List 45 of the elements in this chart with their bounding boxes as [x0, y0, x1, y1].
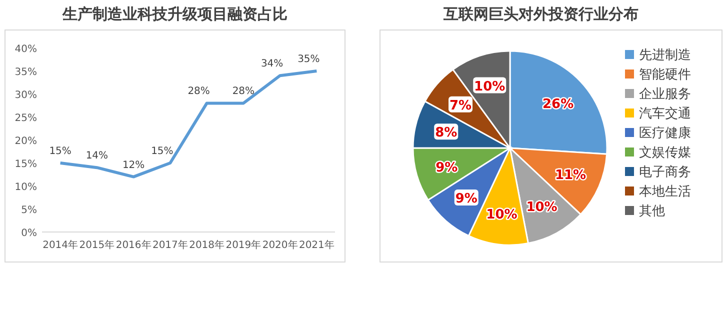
legend-label: 先进制造 — [639, 48, 691, 63]
data-label: 9% — [455, 191, 478, 206]
data-label: 10% — [526, 200, 558, 215]
data-label: 34% — [260, 58, 284, 70]
data-label: 11% — [554, 168, 586, 184]
legend-label: 电子商务 — [639, 165, 691, 180]
legend-label: 智能硬件 — [639, 68, 691, 82]
legend-label: 其他 — [639, 204, 665, 219]
data-label: 35% — [298, 54, 320, 65]
x-tick-label: 2015年 — [79, 239, 115, 251]
y-tick-label: 5% — [21, 205, 37, 216]
data-label: 12% — [122, 160, 145, 171]
data-label: 15% — [151, 146, 174, 157]
data-label: 8% — [435, 126, 458, 141]
legend-label: 本地生活 — [639, 184, 691, 200]
x-tick-label: 2016年 — [116, 239, 152, 251]
legend-label: 企业服务 — [639, 87, 691, 102]
data-label: 26% — [542, 96, 574, 112]
y-tick-label: 15% — [14, 159, 37, 170]
data-label: 10% — [474, 79, 506, 94]
y-tick-label: 30% — [14, 90, 37, 101]
data-label: 9% — [436, 160, 458, 176]
legend-label: 汽车交通 — [639, 106, 691, 122]
data-label: 15% — [49, 146, 72, 157]
y-tick-label: 40% — [14, 44, 37, 55]
data-label: 28% — [188, 86, 210, 98]
x-tick-label: 2018年 — [189, 239, 225, 251]
legend-label: 文娱传媒 — [639, 146, 691, 160]
x-tick-label: 2019年 — [226, 239, 262, 251]
x-tick-label: 2014年 — [42, 239, 78, 251]
y-tick-label: 20% — [14, 136, 37, 147]
data-label: 10% — [486, 207, 518, 222]
x-tick-label: 2017年 — [152, 239, 188, 251]
x-tick-label: 2021年 — [298, 239, 334, 251]
y-tick-label: 10% — [14, 182, 37, 193]
chart-title: 生产制造业科技升级项目融资占比 — [62, 5, 288, 23]
x-tick-label: 2020年 — [262, 239, 298, 251]
data-label: 14% — [86, 150, 108, 162]
data-label: 28% — [232, 86, 255, 98]
y-tick-label: 0% — [21, 228, 37, 239]
chart-title: 互联网巨头对外投资行业分布 — [442, 5, 638, 23]
legend-label: 医疗健康 — [639, 126, 691, 141]
data-label: 7% — [449, 98, 472, 114]
y-tick-label: 35% — [14, 67, 37, 78]
y-tick-label: 25% — [14, 113, 37, 124]
